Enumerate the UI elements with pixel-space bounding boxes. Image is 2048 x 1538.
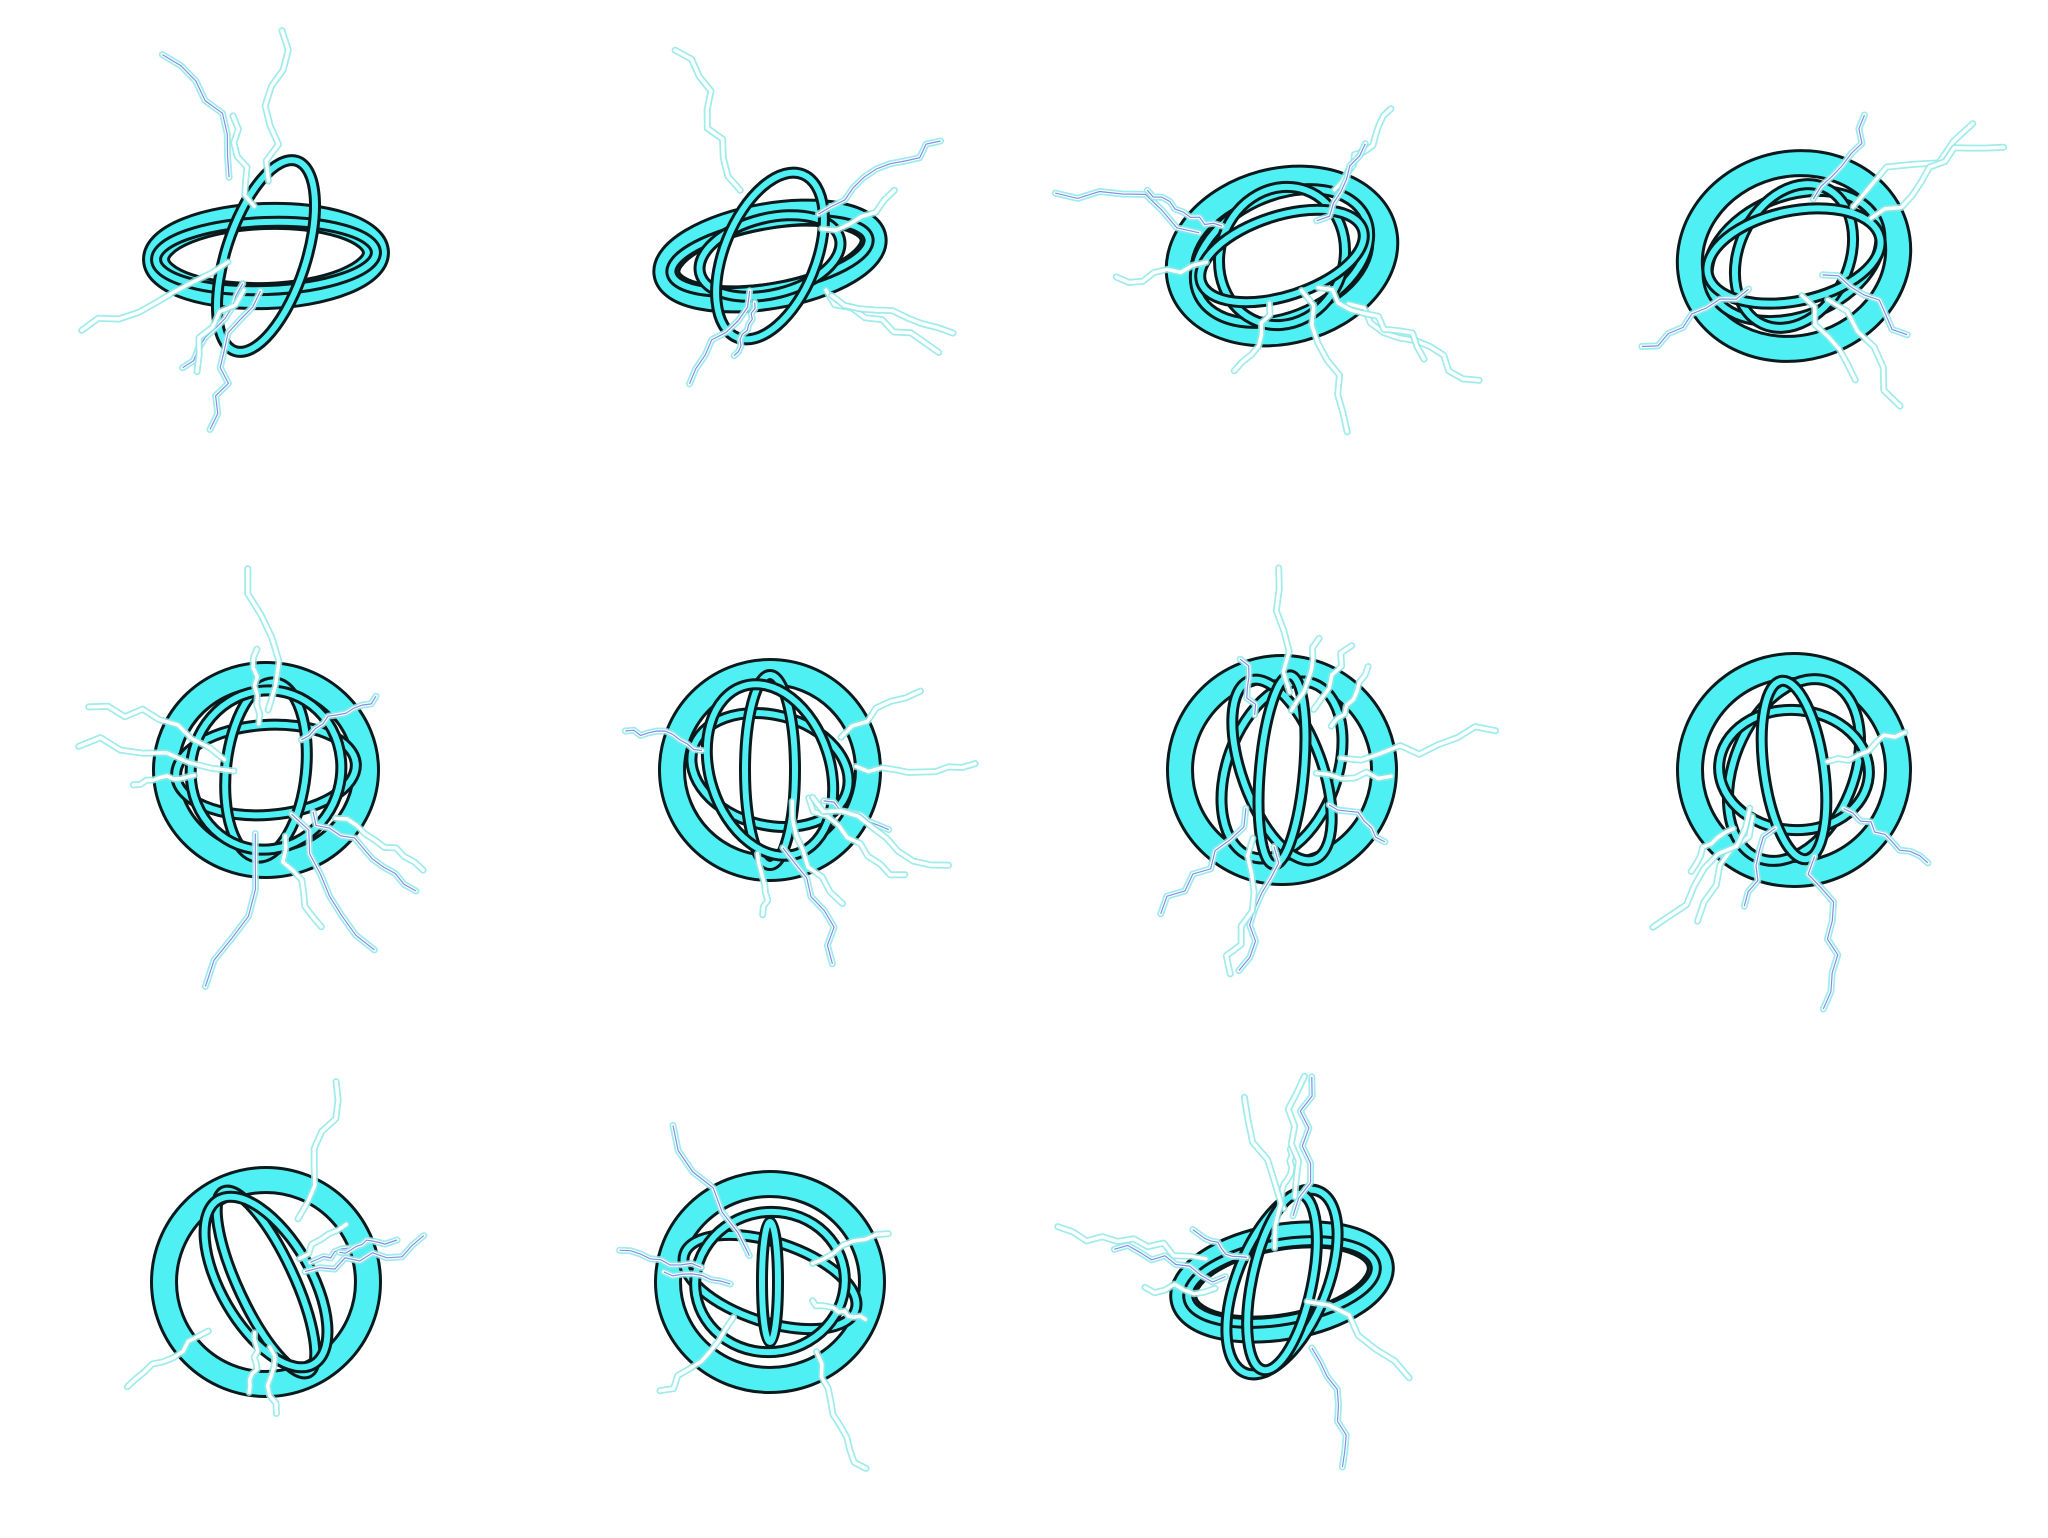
lightning-gyroscope-orb-icon: [123, 1078, 428, 1417]
sprite-frame-10: [514, 1026, 1026, 1538]
lightning-gyroscope-orb-icon: [78, 27, 390, 433]
lightning-gyroscope-orb-icon: [616, 1121, 892, 1472]
lightning-gyroscope-orb-icon: [1054, 1072, 1413, 1471]
sprite-frame-1: [10, 0, 522, 512]
lightning-gyroscope-orb-icon: [621, 658, 979, 968]
sprite-frame-8: [1538, 514, 2048, 1026]
lightning-gyroscope-orb-icon: [652, 46, 957, 388]
sprite-frame-3: [1026, 0, 1538, 512]
sprite-frame-4: [1538, 0, 2048, 512]
lightning-gyroscope-orb-icon: [1638, 111, 2008, 410]
sprite-frame-7: [1026, 514, 1538, 1026]
lightning-gyroscope-orb-icon: [75, 565, 427, 990]
lightning-gyroscope-orb-icon: [1051, 105, 1483, 436]
sprite-frame-11: [1026, 1026, 1538, 1538]
sprite-frame-5: [10, 514, 522, 1026]
lightning-gyroscope-orb-icon: [1157, 564, 1499, 978]
lightning-gyroscope-orb-icon: [1649, 652, 1932, 1013]
sprite-frame-9: [10, 1026, 522, 1538]
sprite-frame-6: [514, 514, 1026, 1026]
sprite-frame-2: [514, 0, 1026, 512]
